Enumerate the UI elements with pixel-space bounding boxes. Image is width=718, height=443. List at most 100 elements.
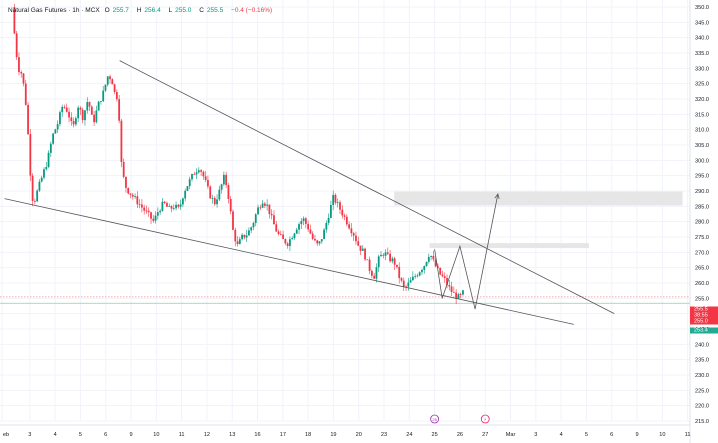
- candle-body: [175, 204, 177, 209]
- candle-body: [120, 120, 123, 162]
- candle-body: [257, 207, 259, 215]
- price-tick-label: 310.0: [695, 128, 709, 134]
- price-tick-label: 225.0: [695, 388, 709, 394]
- candle-body: [386, 252, 389, 254]
- candle-body: [236, 241, 239, 245]
- candle-body: [13, 7, 16, 34]
- candle-body: [207, 179, 209, 187]
- candle-body: [273, 215, 275, 225]
- time-tick-label: 23: [381, 432, 387, 438]
- candle-body: [102, 90, 105, 102]
- candle-body: [364, 248, 366, 260]
- candle-body: [384, 252, 387, 256]
- price-tick-label: 350.0: [695, 5, 709, 11]
- candle-body: [320, 239, 323, 242]
- candle-body: [79, 107, 82, 110]
- time-tick-label: 17: [280, 432, 286, 438]
- candle-body: [63, 107, 66, 108]
- candle-body: [204, 176, 207, 180]
- candle-body: [430, 255, 432, 257]
- candle-body: [77, 107, 80, 119]
- candle-body: [332, 194, 335, 205]
- candle-body: [106, 76, 109, 85]
- candle-body: [15, 33, 18, 58]
- candle-body: [59, 112, 61, 125]
- candle-body: [355, 235, 357, 242]
- candle-body: [184, 190, 187, 199]
- candle-body: [323, 229, 325, 240]
- candle-body: [416, 275, 419, 277]
- time-tick-label: 11: [685, 432, 691, 438]
- candle-body: [33, 200, 36, 202]
- time-tick-label: 5: [79, 432, 82, 438]
- candle-body: [291, 238, 294, 240]
- low-value: L 255.0: [168, 7, 192, 14]
- candle-body: [111, 79, 114, 85]
- candle-body: [307, 223, 310, 230]
- symbol-name[interactable]: Natural Gas Futures · 1h · MCX: [8, 7, 100, 14]
- candle-body: [391, 258, 394, 262]
- candle-body: [45, 167, 48, 170]
- candle-body: [359, 245, 362, 251]
- price-label-text: 255.5: [694, 307, 708, 313]
- candle-body: [216, 199, 218, 205]
- price-tick-label: 345.0: [695, 20, 709, 26]
- candle-body: [289, 239, 291, 246]
- candle-body: [377, 256, 380, 268]
- candle-body: [295, 229, 298, 234]
- time-tick-label: 3: [534, 432, 537, 438]
- time-tick-label: 4: [54, 432, 57, 438]
- earnings-icon-label: 25: [432, 417, 437, 422]
- candle-body: [104, 84, 107, 91]
- price-tick-label: 260.0: [695, 281, 709, 287]
- candle-body: [325, 222, 328, 230]
- time-axis[interactable]: eb 3 4 5 6 9 10 11 12 13 16 17 18 19 20 23 24 25 26 27 Mar 3 4…: [0, 424, 691, 438]
- candle-body: [441, 274, 444, 277]
- price-label-badge: [690, 327, 718, 334]
- candle-body: [52, 133, 55, 144]
- candle-body: [88, 102, 91, 107]
- close-value: C 255.5: [199, 7, 224, 14]
- candle-body: [459, 294, 462, 295]
- resistance-zone: [394, 191, 683, 206]
- candle-body: [40, 177, 43, 182]
- event-markers[interactable]: 25 ⚡: [430, 414, 490, 424]
- candle-body: [49, 143, 52, 153]
- candle-body: [150, 212, 152, 219]
- candle-body: [229, 198, 232, 212]
- candle-body: [134, 196, 136, 198]
- candle-body: [188, 179, 191, 187]
- candle-body: [252, 222, 255, 228]
- candle-body: [455, 292, 458, 299]
- candle-body: [170, 206, 173, 209]
- trendline-drawings[interactable]: [4, 60, 615, 325]
- time-tick-label: 10: [659, 432, 665, 438]
- candle-body: [439, 267, 442, 275]
- candle-body: [293, 233, 296, 239]
- price-tick-label: 280.0: [695, 220, 709, 226]
- price-tick-label: 290.0: [695, 189, 709, 195]
- candle-body: [361, 248, 364, 251]
- time-tick-label: 5: [585, 432, 588, 438]
- time-tick-label: 16: [254, 432, 260, 438]
- candle-body: [311, 233, 314, 239]
- candle-body: [125, 176, 127, 188]
- price-tick-label: 275.0: [695, 235, 709, 241]
- candle-body: [263, 203, 266, 206]
- candle-body: [248, 230, 250, 236]
- candle-body: [405, 286, 407, 288]
- candle-body: [93, 114, 95, 123]
- candle-body: [418, 272, 421, 276]
- candle-body: [29, 134, 32, 176]
- candle-body: [402, 280, 405, 287]
- price-axis[interactable]: 215.0220.0225.0230.0235.0240.0245.0250.0…: [689, 0, 709, 443]
- candlestick-series: [13, 3, 464, 305]
- candle-body: [141, 204, 143, 208]
- candle-body: [334, 194, 337, 203]
- candle-body: [409, 280, 412, 283]
- candle-body: [24, 83, 27, 105]
- candle-body: [352, 233, 355, 236]
- candle-body: [277, 231, 280, 234]
- candle-body: [343, 215, 346, 217]
